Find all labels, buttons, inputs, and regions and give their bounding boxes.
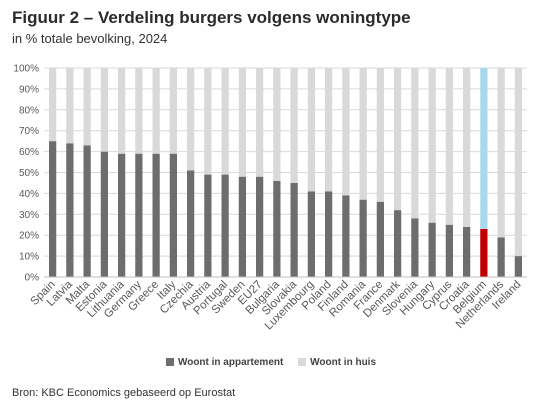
y-tick-label: 70% xyxy=(19,126,39,137)
bar-huis xyxy=(221,68,229,175)
legend-item-appartement: Woont in appartement xyxy=(165,357,284,368)
bar-appartement xyxy=(221,174,229,277)
y-tick-label: 10% xyxy=(19,252,39,263)
bar-huis xyxy=(118,68,126,154)
bar-appartement xyxy=(256,176,264,277)
legend-swatch-huis xyxy=(298,358,307,366)
bar-huis xyxy=(411,68,419,219)
bar-appartement xyxy=(376,201,384,277)
legend-item-huis: Woont in huis xyxy=(298,357,376,368)
y-tick-label: 40% xyxy=(19,189,39,200)
bar-huis xyxy=(376,68,384,202)
bar-appartement xyxy=(394,210,402,277)
bar-appartement xyxy=(135,153,143,277)
bar-appartement xyxy=(273,180,281,277)
bar-appartement xyxy=(325,191,333,277)
bar-huis xyxy=(187,68,195,171)
bar-appartement xyxy=(290,182,298,277)
chart-title: Figuur 2 – Verdeling burgers volgens won… xyxy=(12,8,411,27)
bar-appartement xyxy=(100,151,108,277)
bar-appartement xyxy=(169,153,177,277)
y-tick-label: 80% xyxy=(19,105,39,116)
bar-huis xyxy=(359,68,367,200)
bar-appartement xyxy=(428,222,436,277)
bar-appartement xyxy=(480,228,488,277)
bar-huis xyxy=(238,68,246,177)
bar-huis xyxy=(135,68,143,154)
legend: Woont in appartement Woont in huis xyxy=(0,357,542,368)
bar-huis xyxy=(497,68,505,238)
y-tick-label: 90% xyxy=(19,84,39,95)
y-tick-label: 100% xyxy=(13,64,39,75)
bar-huis xyxy=(273,68,281,181)
bar-huis xyxy=(169,68,177,154)
bar-appartement xyxy=(238,176,246,277)
bar-huis xyxy=(152,68,160,154)
bar-huis xyxy=(428,68,436,223)
bar-huis xyxy=(463,68,471,227)
y-tick-label: 60% xyxy=(19,147,39,158)
bar-huis xyxy=(307,68,315,192)
bar-huis xyxy=(83,68,91,146)
bar-huis xyxy=(204,68,212,175)
bar-appartement xyxy=(445,224,453,277)
bar-huis xyxy=(325,68,333,192)
bar-appartement xyxy=(342,195,350,277)
bar-appartement xyxy=(307,191,315,277)
chart-subtitle: in % totale bevolking, 2024 xyxy=(12,31,168,46)
bar-appartement xyxy=(66,143,74,277)
bar-appartement xyxy=(411,218,419,277)
bar-huis xyxy=(66,68,74,144)
legend-label-huis: Woont in huis xyxy=(310,357,377,368)
bar-appartement xyxy=(497,237,505,277)
bar-huis xyxy=(445,68,453,225)
bar-appartement xyxy=(49,141,57,277)
bar-huis xyxy=(256,68,264,177)
bar-huis xyxy=(100,68,108,152)
bar-huis xyxy=(49,68,57,142)
bar-appartement xyxy=(187,170,195,277)
source-note: Bron: KBC Economics gebaseerd op Eurosta… xyxy=(12,387,236,399)
bar-huis xyxy=(342,68,350,196)
bar-appartement xyxy=(83,145,91,277)
legend-label-appartement: Woont in appartement xyxy=(177,357,284,368)
y-tick-label: 30% xyxy=(19,210,39,221)
bar-huis xyxy=(480,68,488,229)
y-tick-label: 20% xyxy=(19,231,39,242)
bar-appartement xyxy=(152,153,160,277)
y-tick-label: 50% xyxy=(19,168,39,179)
bar-appartement xyxy=(204,174,212,277)
bar-huis xyxy=(514,68,522,257)
bar-appartement xyxy=(118,153,126,277)
bar-huis xyxy=(290,68,298,183)
legend-swatch-appartement xyxy=(165,358,174,366)
bar-appartement xyxy=(359,199,367,277)
bar-appartement xyxy=(463,226,471,277)
bar-huis xyxy=(394,68,402,211)
y-tick-label: 0% xyxy=(25,273,40,284)
bar-appartement xyxy=(514,256,522,277)
